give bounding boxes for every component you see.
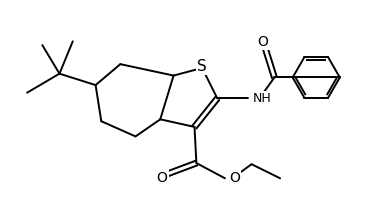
Text: NH: NH xyxy=(252,92,271,105)
Text: S: S xyxy=(197,59,207,74)
Text: O: O xyxy=(157,170,168,184)
Text: O: O xyxy=(258,35,268,49)
Text: O: O xyxy=(230,171,240,185)
